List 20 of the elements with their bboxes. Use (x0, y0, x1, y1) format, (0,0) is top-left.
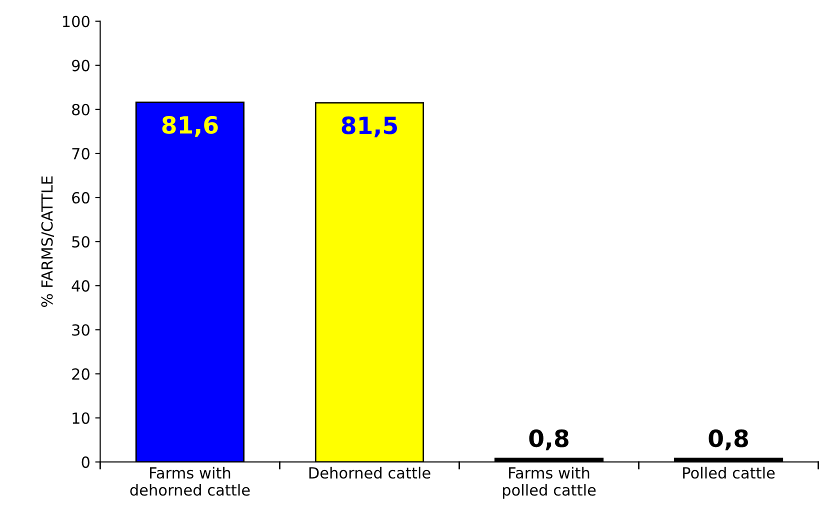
data-label: 0,8 (708, 429, 748, 450)
data-label: 81,5 (342, 116, 397, 138)
y-axis-title: % FARMS/CATTLE (41, 176, 54, 307)
y-tick-label: 100 (62, 16, 90, 28)
y-tick-label: 60 (72, 192, 90, 204)
y-tick-label: 70 (72, 148, 90, 160)
y-tick-label: 90 (72, 60, 90, 72)
y-tick-label: 30 (72, 324, 90, 336)
y-tick-label: 10 (72, 412, 90, 424)
x-tick-label: Farms with dehorned cattle (130, 466, 250, 496)
y-tick-label: 80 (72, 104, 90, 116)
x-tick-label: Polled cattle (683, 466, 775, 479)
y-tick-label: 50 (72, 236, 90, 248)
x-tick-label: Farms with polled cattle (502, 466, 596, 499)
y-tick-label: 40 (72, 280, 90, 292)
y-tick-label: 0 (82, 456, 90, 468)
data-label: 81,6 (162, 116, 218, 137)
y-tick-label: 20 (72, 368, 90, 380)
data-label: 0,8 (529, 429, 568, 450)
x-tick-label: Dehorned cattle (309, 466, 430, 479)
